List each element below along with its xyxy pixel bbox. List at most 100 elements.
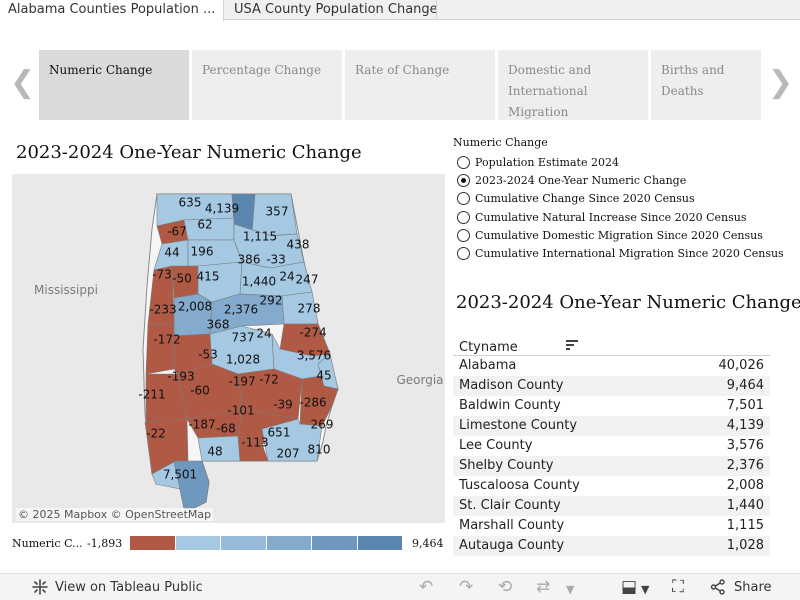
county-label: 3,576 bbox=[297, 349, 331, 363]
download-dropdown-icon[interactable]: ▼ bbox=[641, 583, 650, 596]
revert-icon[interactable]: ⟲ bbox=[498, 577, 513, 597]
column-header-ctyname[interactable]: Ctyname bbox=[459, 340, 518, 355]
county-label: 247 bbox=[296, 273, 319, 287]
radio-button-icon[interactable] bbox=[457, 210, 470, 224]
radio-button-checked-icon[interactable] bbox=[457, 173, 470, 187]
radio-cumulative-domestic-migration[interactable]: Cumulative Domestic Migration Since 2020… bbox=[457, 226, 784, 244]
county-label: -274 bbox=[299, 326, 326, 340]
map-attribution[interactable]: © 2025 Mapbox © OpenStreetMap bbox=[16, 508, 214, 521]
sort-descending-icon[interactable] bbox=[566, 340, 578, 350]
county-label: -172 bbox=[153, 333, 180, 347]
table-title: 2023-2024 One-Year Numeric Change bbox=[456, 292, 800, 313]
radio-one-year-numeric-change[interactable]: 2023-2024 One-Year Numeric Change bbox=[457, 171, 784, 189]
download-icon[interactable]: ⬓ bbox=[621, 577, 638, 597]
legend-label[interactable]: Numeric C... bbox=[12, 537, 83, 550]
county-shape bbox=[237, 368, 303, 420]
row-value: 1,028 bbox=[726, 538, 764, 553]
radio-label: Cumulative Natural Increase Since 2020 C… bbox=[475, 210, 747, 224]
tab-percentage-change[interactable]: Percentage Change bbox=[192, 50, 342, 120]
row-value: 1,440 bbox=[726, 498, 764, 513]
refresh-icon[interactable]: ⇄ bbox=[536, 577, 551, 597]
row-name: Limestone County bbox=[459, 418, 578, 433]
fullscreen-icon[interactable]: ⛶ bbox=[672, 577, 684, 597]
county-label: -101 bbox=[227, 404, 254, 418]
county-shape bbox=[151, 461, 181, 490]
table-row[interactable]: Lee County 3,576 bbox=[453, 436, 770, 456]
radio-button-icon[interactable] bbox=[457, 228, 470, 242]
legend-max-value: 9,464 bbox=[412, 537, 444, 550]
row-value: 9,464 bbox=[726, 378, 764, 393]
pause-dropdown-icon[interactable]: ▼ bbox=[566, 583, 575, 596]
radio-button-icon[interactable] bbox=[457, 192, 470, 206]
radio-button-icon[interactable] bbox=[457, 247, 470, 261]
county-label: 269 bbox=[311, 418, 334, 432]
tab-numeric-change[interactable]: Numeric Change bbox=[39, 50, 189, 120]
table-row[interactable]: Limestone County 4,139 bbox=[453, 416, 770, 436]
radio-label: Cumulative Change Since 2020 Census bbox=[475, 192, 695, 206]
county-label: -50 bbox=[172, 272, 192, 286]
county-label: 44 bbox=[164, 246, 179, 260]
tab-births-and-deaths[interactable]: Births and Deaths bbox=[651, 50, 761, 120]
legend-color-step bbox=[221, 536, 267, 550]
radio-cumulative-change[interactable]: Cumulative Change Since 2020 Census bbox=[457, 190, 784, 208]
legend-color-step bbox=[266, 536, 312, 550]
row-value: 2,008 bbox=[726, 478, 764, 493]
view-on-tableau-public-link[interactable]: View on Tableau Public bbox=[32, 579, 203, 595]
radio-label: Cumulative Domestic Migration Since 2020… bbox=[475, 228, 763, 242]
table-row[interactable]: Autauga County 1,028 bbox=[453, 536, 770, 556]
radio-button-icon[interactable] bbox=[457, 155, 470, 169]
tab-rate-of-change[interactable]: Rate of Change bbox=[345, 50, 495, 120]
row-value: 3,576 bbox=[726, 438, 764, 453]
county-label: 357 bbox=[266, 205, 289, 219]
county-label: -68 bbox=[216, 422, 236, 436]
county-label: 2,008 bbox=[178, 300, 212, 314]
county-label: -67 bbox=[167, 225, 187, 239]
row-value: 2,376 bbox=[726, 458, 764, 473]
table-header: Ctyname bbox=[453, 336, 770, 356]
county-label: 368 bbox=[207, 318, 230, 332]
table-body: Alabama 40,026 Madison County 9,464 Baldwi… bbox=[453, 356, 770, 556]
workbook-tab-usa-county[interactable]: USA County Population Change bbox=[226, 0, 437, 20]
county-label: 2,376 bbox=[224, 303, 258, 317]
share-button[interactable]: Share bbox=[710, 579, 772, 595]
redo-icon[interactable]: ↷ bbox=[459, 577, 474, 597]
radio-cumulative-natural-increase[interactable]: Cumulative Natural Increase Since 2020 C… bbox=[457, 208, 784, 226]
county-label: -286 bbox=[299, 396, 326, 410]
row-value: 4,139 bbox=[726, 418, 764, 433]
row-name: Lee County bbox=[459, 438, 533, 453]
radio-cumulative-international-migration[interactable]: Cumulative International Migration Since… bbox=[457, 244, 784, 262]
county-map[interactable]: Mississippi Georgia 635 4,139 357 -67 62… bbox=[12, 174, 445, 523]
table-row[interactable]: Madison County 9,464 bbox=[453, 376, 770, 396]
carousel-prev-icon[interactable]: ❮ bbox=[10, 65, 36, 100]
legend-color-step bbox=[130, 536, 176, 550]
workbook-tab-bar: Alabama Counties Population ... USA Coun… bbox=[0, 0, 800, 21]
share-icon bbox=[710, 579, 725, 595]
county-label: -233 bbox=[149, 303, 176, 317]
county-label: -197 bbox=[228, 375, 255, 389]
table-row[interactable]: Marshall County 1,115 bbox=[453, 516, 770, 536]
workbook-tab-alabama-counties[interactable]: Alabama Counties Population ... bbox=[0, 0, 224, 21]
county-label: -113 bbox=[241, 436, 268, 450]
map-title: 2023-2024 One-Year Numeric Change bbox=[16, 142, 362, 163]
legend-color-ramp[interactable] bbox=[130, 536, 403, 550]
county-shape bbox=[251, 193, 298, 237]
county-table: Ctyname Alabama 40,026 Madison County 9,46… bbox=[453, 336, 770, 556]
view-on-tableau-public-label: View on Tableau Public bbox=[55, 579, 203, 595]
county-label: 7,501 bbox=[163, 468, 197, 482]
county-label: -22 bbox=[146, 427, 166, 441]
county-value-labels: 635 4,139 357 -67 62 1,115 438 44 196 38… bbox=[138, 196, 333, 482]
table-row[interactable]: Shelby County 2,376 bbox=[453, 456, 770, 476]
county-label: 62 bbox=[197, 218, 212, 232]
county-label: 4,139 bbox=[205, 202, 239, 216]
table-row[interactable]: St. Clair County 1,440 bbox=[453, 496, 770, 516]
undo-icon[interactable]: ↶ bbox=[419, 577, 434, 597]
county-label: 24 bbox=[256, 327, 271, 341]
radio-population-estimate[interactable]: Population Estimate 2024 bbox=[457, 153, 784, 171]
map-canvas: Mississippi Georgia 635 4,139 357 -67 62… bbox=[34, 193, 444, 509]
table-row[interactable]: Baldwin County 7,501 bbox=[453, 396, 770, 416]
carousel-next-icon[interactable]: ❯ bbox=[768, 65, 794, 100]
table-row[interactable]: Alabama 40,026 bbox=[453, 356, 770, 376]
table-row[interactable]: Tuscaloosa County 2,008 bbox=[453, 476, 770, 496]
tab-domestic-international-migration[interactable]: Domestic and International Migration bbox=[498, 50, 648, 120]
county-shape bbox=[317, 353, 339, 390]
